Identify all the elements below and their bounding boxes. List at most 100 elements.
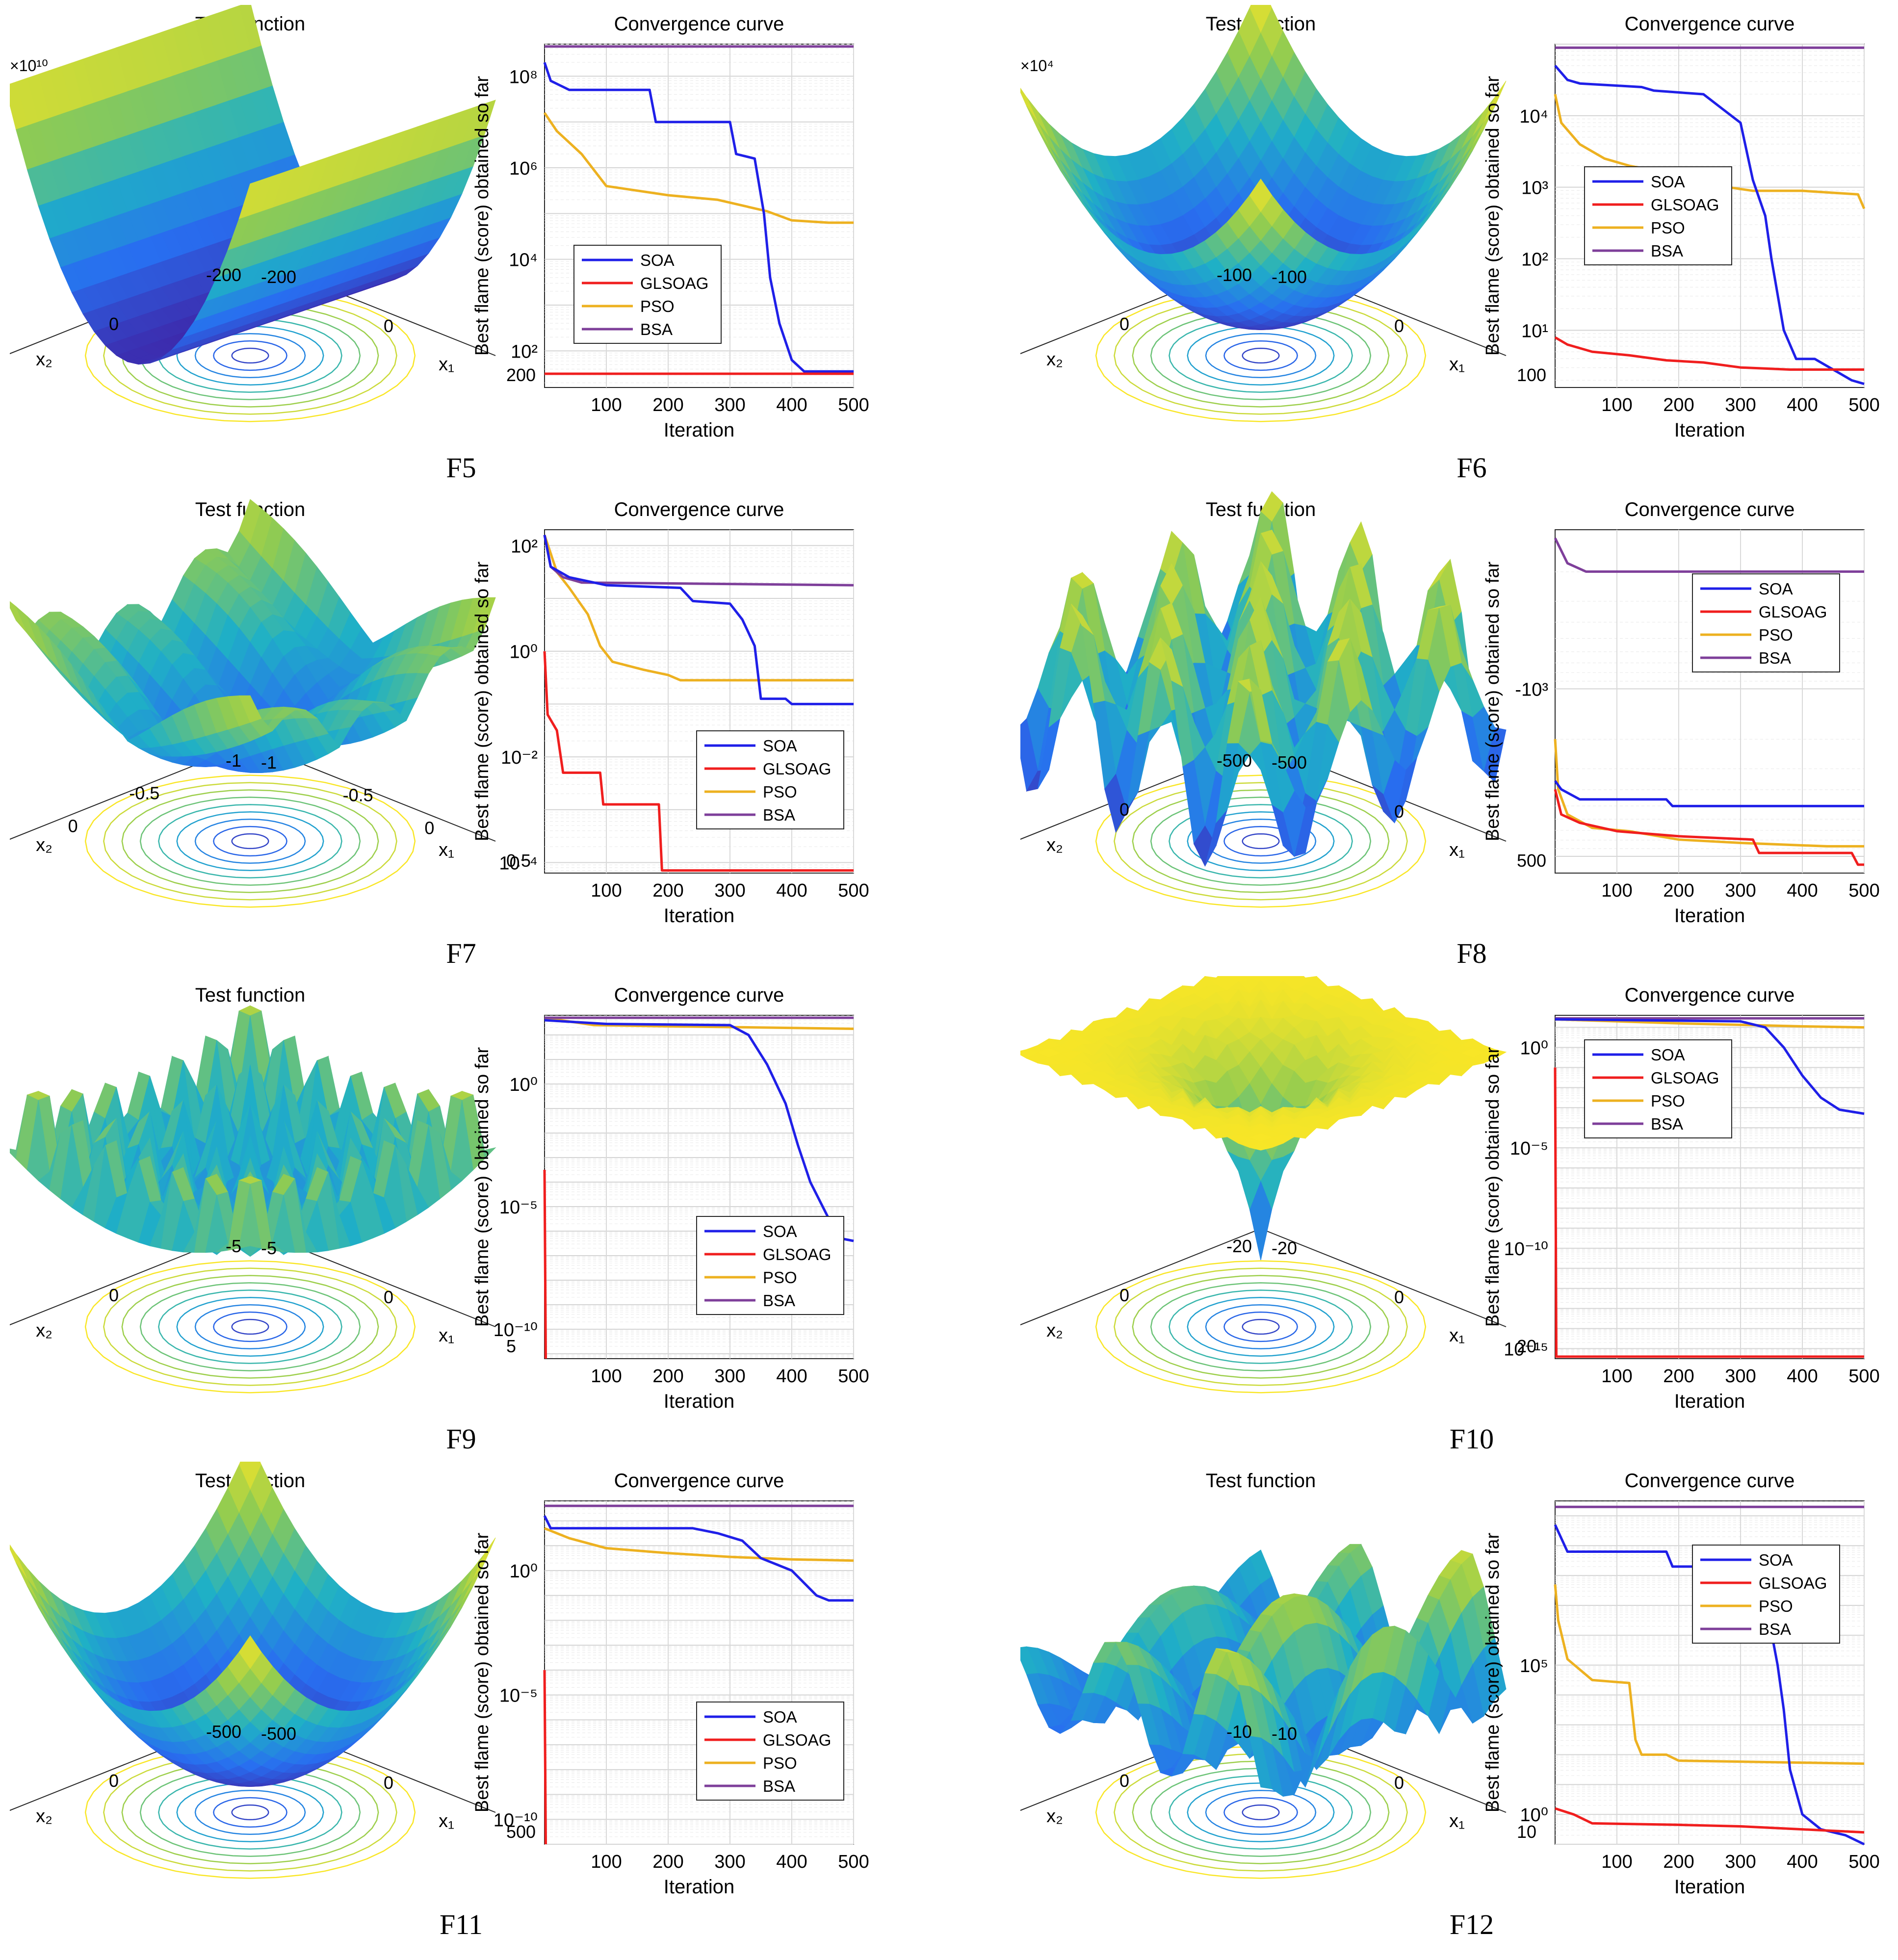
contour-line <box>1242 1318 1280 1335</box>
x1-axis-label: x₁ <box>1449 354 1465 375</box>
surface-plot: Test function123F7( x₁ , x₂ )-1-0.500.5x… <box>10 499 531 908</box>
contour-line <box>213 1797 287 1828</box>
contour-line <box>1095 1746 1427 1879</box>
surface-mesh <box>1020 1544 1507 1797</box>
x1-tick-label: 100 <box>1517 365 1546 385</box>
surface-patch <box>1249 179 1273 212</box>
surface-mesh <box>1020 976 1507 1261</box>
grid <box>545 1015 854 1359</box>
x-tick-label: 500 <box>838 1366 869 1387</box>
contour-line <box>1095 774 1427 908</box>
contour-line <box>1095 289 1427 422</box>
surface-title: Test function <box>1206 1470 1316 1492</box>
x1-tick-label: -5 <box>261 1238 277 1258</box>
surface-patch <box>1249 678 1273 743</box>
series-line-glsoag <box>1554 336 1864 371</box>
x-tick-label: 500 <box>1848 395 1879 415</box>
contour-plot <box>84 1746 416 1879</box>
surface-mesh <box>1020 491 1507 867</box>
x1-tick-label: -10 <box>1272 1724 1297 1744</box>
x-axis-label: Iteration <box>664 905 735 927</box>
contour-line <box>84 774 416 908</box>
legend-box <box>1584 166 1732 265</box>
x-tick-label: 500 <box>838 880 869 901</box>
grid <box>545 530 854 873</box>
contour-line <box>213 340 287 371</box>
contour-line <box>139 797 361 886</box>
y-axis-label: Best flame (score) obtained so far <box>472 76 493 356</box>
x2-tick-label: -100 <box>1217 265 1252 285</box>
y-tick-label: 10⁻¹⁵ <box>1504 1340 1548 1360</box>
legend-label-pso: PSO <box>763 1754 797 1772</box>
x1-tick-label: 5 <box>506 1336 516 1356</box>
y-tick-label: 10⁰ <box>509 1075 538 1095</box>
legend: SOA GLSOAG PSO BSA <box>696 730 844 829</box>
legend-label-pso: PSO <box>1651 1092 1685 1110</box>
chart-title: Convergence curve <box>614 984 784 1006</box>
contour-line <box>1150 1282 1372 1371</box>
surface-patch <box>238 1184 262 1249</box>
y-tick-label: 10² <box>511 536 538 557</box>
contour-line <box>1132 789 1390 893</box>
legend-label-soa: SOA <box>763 1708 797 1726</box>
surface-plot: Test function5101520F10( x₁ , x₂ )-20020… <box>1020 976 1536 1393</box>
y-tick-label: 10⁴ <box>509 250 538 271</box>
x1-tick-label: 0 <box>384 1773 393 1793</box>
y-tick-label: 10⁻¹⁰ <box>494 1320 538 1341</box>
legend: SOA GLSOAG PSO BSA <box>696 1702 844 1801</box>
y-axis-label: Best flame (score) obtained so far <box>472 562 493 842</box>
x1-tick-label: -500 <box>261 1724 296 1744</box>
x-tick-label: 100 <box>591 1852 622 1872</box>
contour-plot <box>1095 289 1427 422</box>
series-line-pso <box>1555 1018 1865 1029</box>
contour-line <box>1114 1267 1408 1386</box>
panel-svg: Test function51015×10¹⁰F5( x₁ , x₂ )-200… <box>10 5 869 441</box>
series-line-soa <box>1554 780 1864 807</box>
contour-line <box>1095 1260 1427 1393</box>
z-exponent-label: ×10⁴ <box>1020 57 1054 75</box>
contour-line <box>158 804 342 878</box>
series-line-soa <box>1554 65 1865 386</box>
x-axis-label: Iteration <box>1674 419 1745 441</box>
series-line-glsoag <box>543 1670 547 1845</box>
y-axis-label: Best flame (score) obtained so far <box>1482 76 1503 356</box>
y-tick-label: 10⁰ <box>1520 1038 1548 1058</box>
series-line-pso <box>543 535 854 682</box>
contour-line <box>158 1289 342 1364</box>
y-tick-label: 10² <box>511 341 538 362</box>
surface-patch <box>238 1635 262 1669</box>
legend-label-glsoag: GLSOAG <box>763 1731 831 1749</box>
x-tick-label: 300 <box>714 1852 745 1872</box>
x-tick-label: 500 <box>1848 880 1879 901</box>
x2-axis-label: x₂ <box>1046 1806 1063 1827</box>
y-tick-label: 10⁸ <box>509 67 538 87</box>
x-tick-label: 400 <box>776 880 807 901</box>
panel-f5: Test function51015×10¹⁰F5( x₁ , x₂ )-200… <box>10 5 893 446</box>
panel-caption: F7 <box>446 937 476 969</box>
x-tick-label: 400 <box>776 1852 807 1872</box>
x2-axis-label: x₂ <box>36 1806 52 1827</box>
contour-line <box>194 818 306 864</box>
convergence-chart: Convergence curve 100 200 300 400 500 10⁻¹⁵ 10⁻… <box>1482 984 1880 1412</box>
panel-caption: F10 <box>1449 1423 1494 1455</box>
x1-axis-label: x₁ <box>439 1325 454 1346</box>
contour-line <box>1169 318 1353 393</box>
x-axis-label: Iteration <box>1674 905 1745 927</box>
x-tick-label: 200 <box>652 395 683 415</box>
panel-f10: Test function5101520F10( x₁ , x₂ )-20020… <box>1020 976 1898 1418</box>
x2-tick-label: -10 <box>1226 1722 1252 1742</box>
surface-title: Test function <box>195 984 306 1006</box>
surface-patch <box>238 695 262 723</box>
x-tick-label: 400 <box>1787 880 1818 901</box>
legend-label-pso: PSO <box>1651 219 1685 237</box>
legend: SOA GLSOAG PSO BSA <box>1584 166 1732 265</box>
y-axis-label: Best flame (score) obtained so far <box>472 1047 493 1327</box>
x1-tick-label: 200 <box>506 365 536 385</box>
series-line-pso <box>544 1527 854 1562</box>
surface-mesh <box>10 499 496 774</box>
contour-line <box>1150 1768 1372 1857</box>
contour-line <box>84 1260 416 1393</box>
